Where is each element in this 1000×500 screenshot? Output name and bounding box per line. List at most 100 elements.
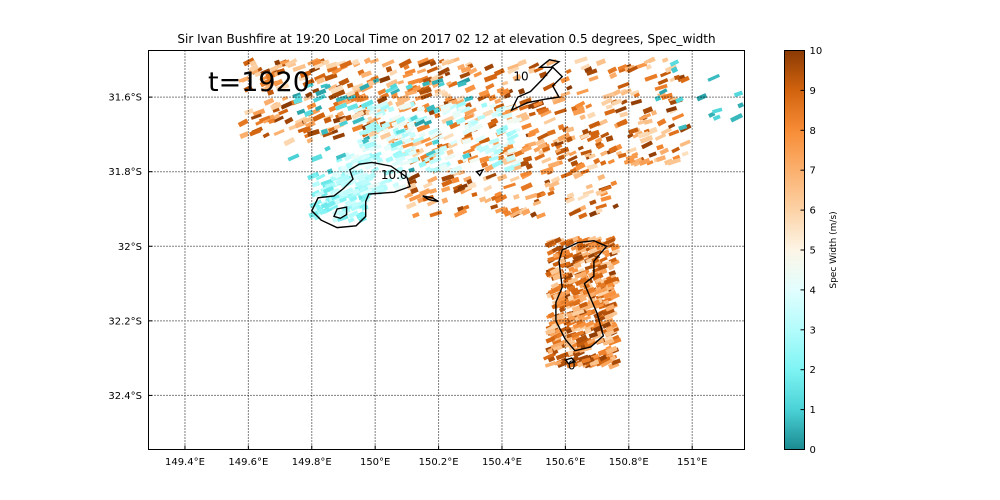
radar-echo-cell [493,67,505,77]
radar-echo-cell [483,184,493,192]
radar-echo-cell [495,124,509,135]
radar-echo-cell [446,148,454,156]
radar-echo-cell [524,192,538,201]
contour-line [310,161,411,229]
radar-echo-cell [429,210,443,218]
radar-echo-cell [294,116,308,125]
radar-echo-cell [437,81,445,88]
radar-echo-cell [576,337,590,348]
radar-echo-cell [422,181,433,189]
radar-echo-cell [360,70,372,79]
radar-echo-cell [610,293,620,301]
radar-echo-cell [419,136,432,145]
radar-echo-cell [527,131,536,138]
radar-echo-cell [320,202,329,209]
radar-echo-cell [612,88,622,97]
radar-echo-cell [434,89,446,97]
radar-echo-cell [547,311,556,319]
radar-echo-cell [551,313,564,322]
radar-echo-cell [602,307,615,317]
radar-echo-cell [509,175,520,183]
radar-echo-cell [608,270,617,277]
radar-echo-cell [444,71,451,77]
radar-echo-cell [507,138,516,146]
radar-echo-cell [588,331,599,339]
radar-echo-cell [312,87,320,94]
radar-echo-cell [493,147,504,155]
radar-echo-cell [310,153,323,163]
radar-echo-cell [544,181,551,188]
radar-echo-cell [293,97,303,105]
radar-echo-cell [585,183,593,190]
radar-echo-cell [537,107,550,115]
radar-echo-cell [596,338,605,345]
radar-echo-cell [612,203,619,210]
radar-echo-cell [419,188,431,197]
radar-echo-cell [410,186,419,195]
radar-echo-cell [375,101,389,110]
radar-echo-cell [315,88,327,97]
radar-echo-cell [457,80,467,88]
radar-echo-cell [607,66,618,75]
radar-echo-cell [457,105,466,112]
radar-echo-cell [345,199,357,207]
radar-echo-cell [431,139,440,145]
radar-echo-cell [667,123,676,129]
radar-echo-cell [635,62,648,70]
radar-echo-cell [510,129,517,135]
radar-echo-cell [423,119,433,126]
radar-echo-cell [568,266,575,272]
radar-echo-cell [441,58,455,67]
radar-echo-cell [455,116,466,125]
radar-echo-cell [252,108,266,117]
radar-echo-cell [550,281,560,289]
radar-echo-cell [584,265,593,271]
radar-echo-cell [737,102,745,109]
radar-echo-cell [278,108,289,116]
radar-echo-cell [361,137,370,145]
radar-echo-cell [459,71,471,79]
radar-echo-cell [405,201,417,210]
colorbar-tick-label: 10 [810,46,823,57]
radar-echo-cell [250,113,262,120]
radar-echo-cell [567,294,575,302]
radar-echo-cell [327,83,338,92]
radar-echo-cell [507,116,519,125]
radar-echo-cell [544,361,557,368]
radar-echo-cell [416,123,431,133]
radar-echo-cell [463,181,477,191]
radar-echo-cell [608,337,622,346]
radar-echo-cell [444,95,453,103]
radar-echo-cell [538,71,548,79]
radar-echo-cell [313,214,321,221]
contour-label: 0 [568,358,576,372]
radar-echo-cell [638,112,652,121]
radar-echo-cell [600,195,612,202]
radar-echo-cell [619,111,629,118]
radar-echo-cell [577,192,590,201]
radar-echo-cell [402,72,414,79]
radar-echo-cell [397,172,411,181]
radar-echo-cell [506,133,519,142]
radar-echo-cell [655,155,667,163]
radar-echo-cell [351,83,365,92]
radar-echo-cell [337,215,349,222]
radar-echo-cell [545,336,556,344]
radar-echo-cell [273,115,284,123]
radar-echo-cell [302,116,314,124]
radar-echo-cell [449,165,463,174]
radar-echo-cell [312,93,327,103]
radar-echo-cell [597,290,610,297]
radar-echo-cell [462,204,470,211]
radar-echo-cell [287,153,300,162]
radar-echo-cell [660,127,673,136]
radar-echo-cell [484,146,498,155]
radar-echo-cell [496,87,505,94]
radar-echo-cell [583,283,591,290]
radar-echo-cell [397,95,411,106]
radar-echo-cell [550,341,564,349]
radar-echo-cell [366,118,377,125]
radar-echo-cell [497,143,508,149]
radar-echo-cell [594,302,604,310]
radar-echo-cell [377,88,387,96]
